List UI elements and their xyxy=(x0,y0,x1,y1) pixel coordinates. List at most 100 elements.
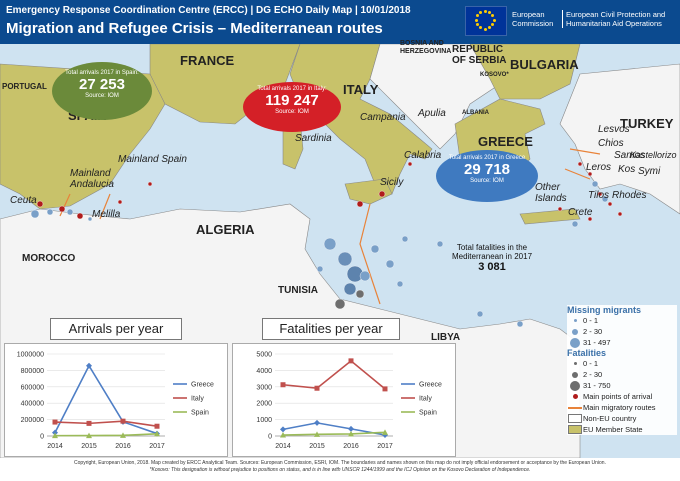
label-lesvos: Lesvos xyxy=(598,124,630,135)
data-point xyxy=(280,382,286,388)
italy-arrivals-src: Source: IOM xyxy=(275,109,309,115)
incident-dot xyxy=(516,320,524,328)
series-line-italy xyxy=(282,359,386,390)
incident-dot xyxy=(591,180,599,188)
incident-dot xyxy=(617,211,623,217)
x-tick-label: 2014 xyxy=(47,443,63,450)
eu-star-icon xyxy=(475,23,479,26)
legend-arrival: Main points of arrival xyxy=(583,392,653,401)
legend-label-italy: Italy xyxy=(419,396,432,403)
legend-fatal-2: 31 - 750 xyxy=(583,381,611,390)
data-point xyxy=(86,420,92,426)
label-kos: Kos xyxy=(618,164,636,175)
legend-fatal-0: 0 - 1 xyxy=(583,359,599,368)
incident-dot xyxy=(58,205,66,213)
label-sicily: Sicily xyxy=(380,177,404,188)
y-tick-label: 1000 xyxy=(256,417,272,424)
label-france: FRANCE xyxy=(180,53,235,68)
label-turkey: TURKEY xyxy=(620,116,674,131)
fatal-large-icon xyxy=(570,380,580,391)
series-line-greece xyxy=(54,364,158,435)
greece-arrivals-value: 29 718 xyxy=(464,161,510,178)
data-point xyxy=(382,386,388,392)
spain-arrivals-bubble: Total arrivals 2017 in Spain: 27 253 Sou… xyxy=(52,62,152,120)
label-albania: ALBANIA xyxy=(462,110,489,116)
fatal-medium-icon xyxy=(572,371,578,378)
greece-arrivals-bubble: Total arrivals 2017 in Greece 29 718 Sou… xyxy=(436,150,538,202)
eu-star-icon xyxy=(479,26,482,30)
legend-missing-title: Missing migrants xyxy=(567,305,642,315)
data-point xyxy=(348,425,354,432)
spain-arrivals-src: Source: IOM xyxy=(85,93,119,99)
incident-dot xyxy=(337,251,353,267)
incident-dot xyxy=(601,195,609,203)
data-point xyxy=(382,429,388,435)
data-point xyxy=(314,385,320,391)
legend-label-spain: Spain xyxy=(419,410,437,417)
x-tick-label: 2016 xyxy=(343,443,359,450)
route-east xyxy=(564,148,601,180)
y-tick-label: 600000 xyxy=(21,384,44,391)
series-line-italy xyxy=(54,420,158,428)
incident-dot xyxy=(577,161,583,167)
legend-eu: EU Member State xyxy=(583,425,643,434)
incident-dot xyxy=(117,199,123,205)
data-point xyxy=(382,432,388,439)
arrivals-chart-svg: 0 200000 400000 600000 800000 1000000 2014 2015… xyxy=(17,352,214,451)
incident-dot xyxy=(571,220,579,228)
label-crete: Crete xyxy=(568,207,593,218)
data-point xyxy=(314,419,320,426)
legend-missing-1: 2 - 30 xyxy=(583,327,603,336)
label-samos: Samos xyxy=(614,150,646,161)
route-line-icon xyxy=(568,406,582,409)
incident-dot xyxy=(147,181,153,187)
data-point xyxy=(280,432,286,438)
crete-land xyxy=(519,208,581,225)
label-chios: Chios xyxy=(598,138,624,149)
incident-dot xyxy=(401,235,409,243)
greece-arrivals-src: Source: IOM xyxy=(470,178,504,184)
label-symi: Symi xyxy=(638,166,661,177)
page-title: Migration and Refugee Crisis – Mediterra… xyxy=(6,20,383,37)
legend-missing-0: 0 - 1 xyxy=(583,316,599,325)
arrivals-chart-title: Arrivals per year xyxy=(50,318,182,340)
y-tick-label: 200000 xyxy=(21,417,44,424)
label-kosovo: KOSOVO* xyxy=(480,72,509,78)
y-tick-label: 0 xyxy=(40,434,44,441)
eu-flag-icon xyxy=(465,6,507,36)
sicily-land xyxy=(344,178,393,205)
route-central xyxy=(359,203,381,305)
y-tick-label: 1000000 xyxy=(17,352,44,359)
label-greece: GREECE xyxy=(478,134,533,149)
label-melilla: Melilla xyxy=(92,209,121,220)
footer-kosovo-note: *Kosovo: This designation is without pre… xyxy=(149,467,531,473)
fatalities-chart: 0 1000 2000 3000 4000 5000 2014 2015 2016 2017 Gre… xyxy=(232,343,456,457)
incident-dot xyxy=(355,289,365,299)
data-point xyxy=(120,418,126,424)
legend-non-eu: Non-EU country xyxy=(583,414,637,423)
commission-label: European Commission xyxy=(512,10,554,28)
label-other-islands: Other Islands xyxy=(535,182,567,204)
data-point xyxy=(86,362,92,369)
y-tick-label: 800000 xyxy=(21,368,44,375)
eu-swatch-icon xyxy=(568,425,582,434)
eu-star-icon xyxy=(491,14,495,17)
label-tunisia: TUNISIA xyxy=(278,285,318,296)
incident-dot xyxy=(334,298,346,310)
bulgaria-land xyxy=(469,44,581,100)
map-legend: Missing migrants 0 - 1 2 - 30 31 - 497 F… xyxy=(567,305,677,435)
eu-star-icon xyxy=(492,18,496,22)
footer: Copyright, European Union, 2018. Map cre… xyxy=(0,458,680,481)
spain-arrivals-value: 27 253 xyxy=(79,76,125,93)
label-campania: Campania xyxy=(360,112,406,123)
missing-small-icon xyxy=(573,319,577,322)
x-tick-label: 2016 xyxy=(115,443,131,450)
incident-dot xyxy=(587,216,593,222)
total-fatalities-value: 3 081 xyxy=(478,261,506,273)
legend-label-greece: Greece xyxy=(419,382,442,389)
footer-copyright: Copyright, European Union, 2018. Map cre… xyxy=(74,460,606,466)
incident-dot xyxy=(396,280,404,288)
eu-star-icon xyxy=(488,10,491,14)
header-banner: Emergency Response Coordination Centre (… xyxy=(0,0,680,44)
label-portugal: PORTUGAL xyxy=(2,82,47,91)
